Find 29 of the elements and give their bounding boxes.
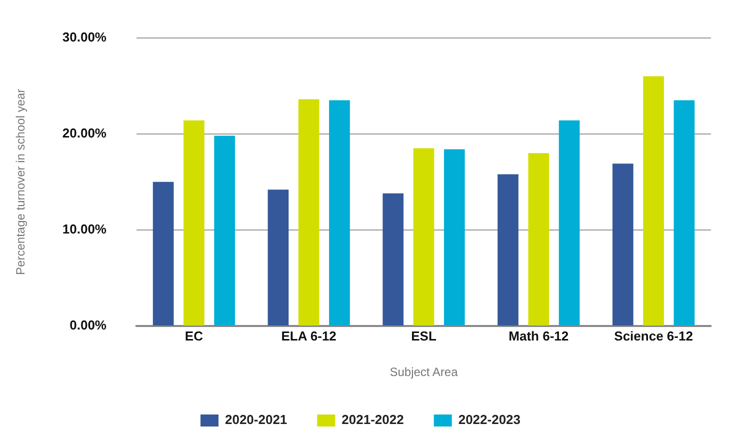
y-tick-label: 20.00%: [62, 125, 107, 140]
bar: [152, 182, 174, 326]
bar: [612, 164, 634, 326]
bar: [444, 149, 465, 326]
legend-label: 2020-2021: [224, 412, 288, 428]
x-tick-label: EC: [184, 328, 204, 344]
bar: [214, 136, 235, 326]
x-tick-label: ESL: [411, 328, 436, 344]
bar: [643, 76, 664, 326]
bar: [674, 100, 695, 326]
bar: [184, 120, 204, 326]
x-tick-label: ELA 6-12: [281, 328, 336, 344]
bar: [329, 100, 350, 326]
bar: [298, 99, 320, 326]
bar: [558, 120, 580, 326]
x-axis-title: Subject Area: [390, 365, 458, 380]
y-tick-label: 10.00%: [62, 222, 107, 237]
x-tick-label: Science 6-12: [614, 328, 693, 344]
legend-label: 2021-2022: [342, 412, 404, 428]
x-tick-label: Math 6-12: [508, 328, 569, 344]
bar: [382, 193, 404, 326]
bar: [498, 174, 518, 326]
bar: [268, 190, 289, 326]
bar: [413, 148, 434, 326]
y-axis-title: Percentage turnover in school year: [14, 88, 28, 275]
y-tick-label: 30.00%: [62, 29, 107, 44]
legend-label: 2022-2023: [458, 412, 521, 428]
y-tick-label: 0.00%: [70, 318, 107, 333]
bar: [528, 153, 550, 326]
